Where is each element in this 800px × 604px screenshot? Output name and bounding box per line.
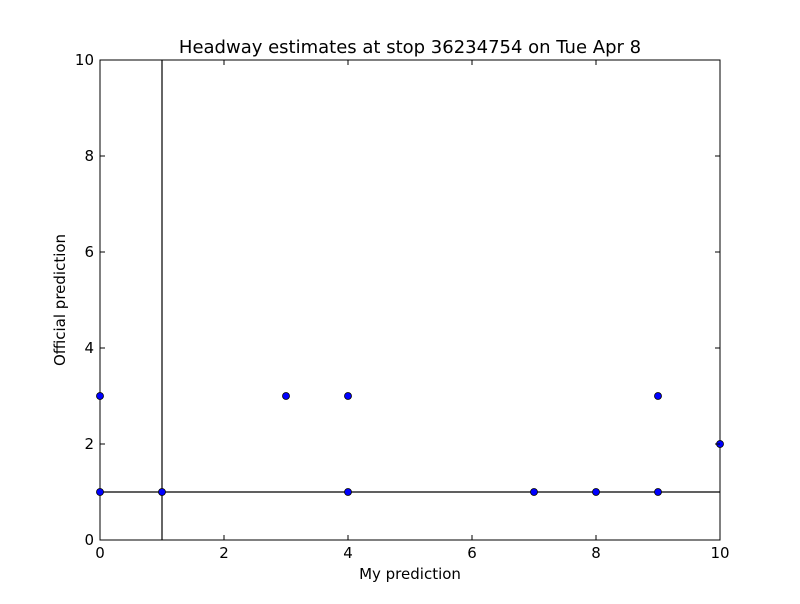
data-point — [96, 392, 104, 400]
x-tick-label: 4 — [343, 544, 353, 562]
y-tick-label: 0 — [84, 531, 94, 549]
y-tick-label: 8 — [84, 147, 94, 165]
x-tick-label: 0 — [95, 544, 105, 562]
plot-frame — [99, 59, 721, 541]
y-tick-label: 10 — [75, 51, 94, 69]
y-axis-label: Official prediction — [51, 234, 69, 366]
reference-lines — [100, 60, 720, 540]
y-tick-label: 4 — [84, 339, 94, 357]
x-axis-label: My prediction — [359, 565, 461, 583]
y-tick-label: 6 — [84, 243, 94, 261]
data-point — [654, 488, 662, 496]
data-point — [158, 488, 166, 496]
data-point — [282, 392, 290, 400]
x-tick-label: 2 — [219, 544, 229, 562]
x-axis-ticks: 0 2 4 6 8 10 — [95, 60, 730, 562]
y-axis-ticks: 0 2 4 6 8 10 — [75, 51, 720, 549]
data-point — [344, 392, 352, 400]
data-points — [96, 392, 724, 496]
x-tick-label: 10 — [710, 544, 729, 562]
x-tick-label: 6 — [467, 544, 477, 562]
chart-title: Headway estimates at stop 36234754 on Tu… — [179, 37, 641, 58]
data-point — [654, 392, 662, 400]
data-point — [96, 488, 104, 496]
plot-area — [99, 59, 721, 541]
x-tick-label: 8 — [591, 544, 601, 562]
data-point — [592, 488, 600, 496]
y-tick-label: 2 — [84, 435, 94, 453]
data-point — [530, 488, 538, 496]
data-point — [344, 488, 352, 496]
